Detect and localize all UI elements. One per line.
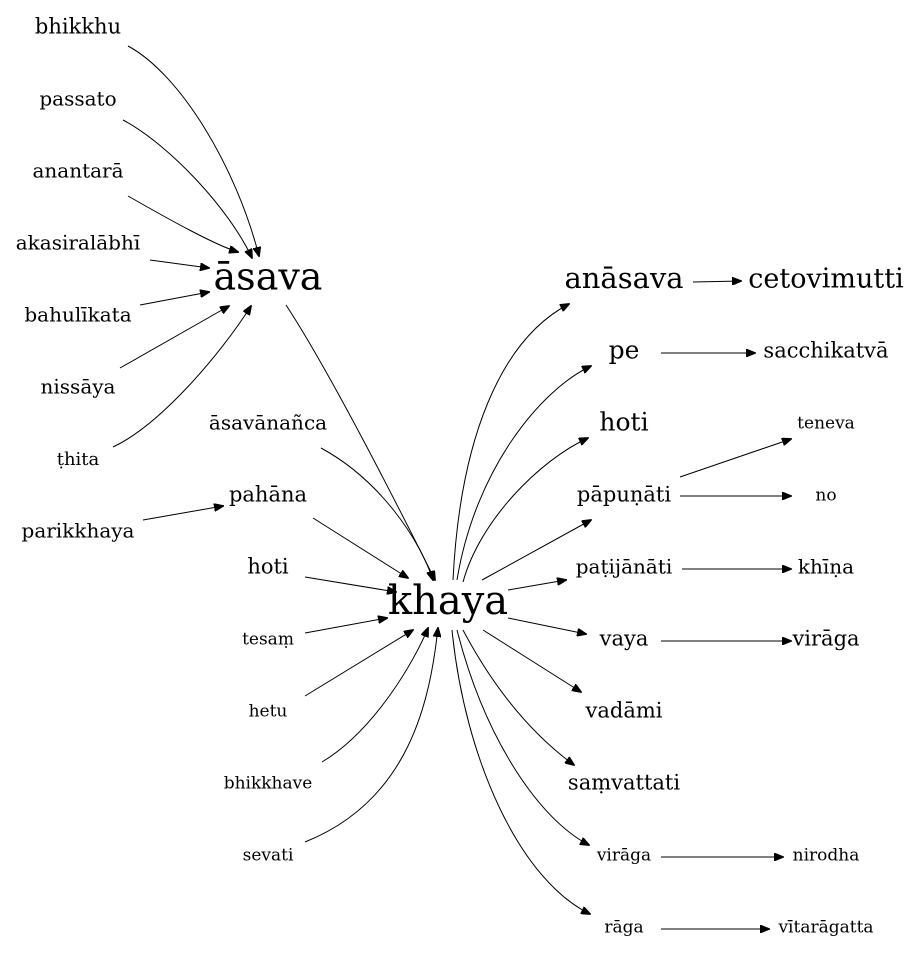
edge-passato-to-asava xyxy=(122,119,252,258)
node-anasava: anāsava xyxy=(564,261,683,295)
node-vaya: vaya xyxy=(599,627,649,651)
node-cetovimutti: cetovimutti xyxy=(748,264,904,295)
node-no: no xyxy=(815,486,836,506)
edge-bahulikata-to-asava xyxy=(139,292,209,306)
node-nirodha: nirodha xyxy=(793,846,860,866)
edge-khaya-to-viraga-bottom xyxy=(456,629,589,845)
edge-khaya-to-vaya xyxy=(507,617,586,634)
edge-khaya-to-papunati xyxy=(481,520,591,581)
node-raga: rāga xyxy=(604,918,643,938)
node-hoti-right: hoti xyxy=(599,408,648,437)
node-sevati: sevati xyxy=(243,846,294,866)
node-samvattati: saṃvattati xyxy=(568,771,680,795)
node-viraga-top: virāga xyxy=(791,627,859,651)
edge-bhikkhu-to-asava xyxy=(127,45,259,256)
edge-asavananca-to-khaya xyxy=(320,447,433,580)
node-hetu: hetu xyxy=(249,702,288,722)
node-pahana: pahāna xyxy=(229,483,307,507)
edge-hetu-to-khaya xyxy=(304,630,413,697)
edge-asava-to-khaya xyxy=(285,304,435,580)
node-tesam: tesaṃ xyxy=(242,630,294,650)
node-papunati: pāpuṇāti xyxy=(577,483,671,507)
node-parikkhaya: parikkhaya xyxy=(22,519,135,543)
node-akasiralabhi: akasiralābhī xyxy=(16,231,141,255)
edge-pahana-to-khaya xyxy=(312,517,408,578)
node-nissaya: nissāya xyxy=(41,375,116,399)
node-patijanati: paṭijānāti xyxy=(576,555,673,579)
edge-khaya-to-samvattati xyxy=(462,629,574,765)
edge-papunati-to-teneva xyxy=(679,439,791,478)
node-pe: pe xyxy=(609,336,640,365)
node-asava: āsava xyxy=(214,255,323,299)
edge-khaya-to-hoti-right xyxy=(462,438,588,583)
edge-sevati-to-khaya xyxy=(304,628,438,843)
edge-tesam-to-khaya xyxy=(304,618,387,634)
edge-parikkhaya-to-pahana xyxy=(142,506,223,521)
edge-anasava-to-cetovimutti xyxy=(692,281,741,282)
edge-thita-to-asava xyxy=(112,306,251,448)
node-passato: passato xyxy=(39,87,116,111)
edge-bhikkhave-to-khaya xyxy=(321,628,428,763)
node-hoti-left: hoti xyxy=(247,555,289,579)
node-khina: khīṇa xyxy=(798,555,854,579)
edge-layer xyxy=(112,45,791,929)
node-khaya: khaya xyxy=(388,578,508,624)
node-vadami: vadāmi xyxy=(585,699,663,723)
node-asavananca: āsavānañca xyxy=(209,411,327,435)
edge-khaya-to-pe xyxy=(456,366,591,581)
node-layer: bhikkhu passato anantarā akasiralābhī ba… xyxy=(16,15,904,938)
node-anantara: anantarā xyxy=(32,159,123,183)
edge-khaya-to-patijanati xyxy=(507,580,566,591)
node-sacchikatva: sacchikatvā xyxy=(763,339,888,363)
node-bhikkhave: bhikkhave xyxy=(224,774,313,794)
edge-hoti-left-to-khaya xyxy=(304,576,396,592)
edge-khaya-to-vadami xyxy=(482,629,581,692)
node-bhikkhu: bhikkhu xyxy=(35,15,121,39)
edge-akasiralabhi-to-asava xyxy=(149,259,209,268)
node-vitaragatta: vītarāgatta xyxy=(777,918,873,938)
node-thita: ṭhita xyxy=(57,449,100,470)
node-bahulikata: bahulīkata xyxy=(24,303,131,327)
edge-nissaya-to-asava xyxy=(119,306,229,369)
node-viraga-bottom: virāga xyxy=(596,846,651,866)
edge-khaya-to-raga xyxy=(451,629,590,914)
node-teneva: teneva xyxy=(797,414,855,434)
edge-khaya-to-anasava xyxy=(452,304,569,581)
edge-anantara-to-asava xyxy=(127,195,238,252)
